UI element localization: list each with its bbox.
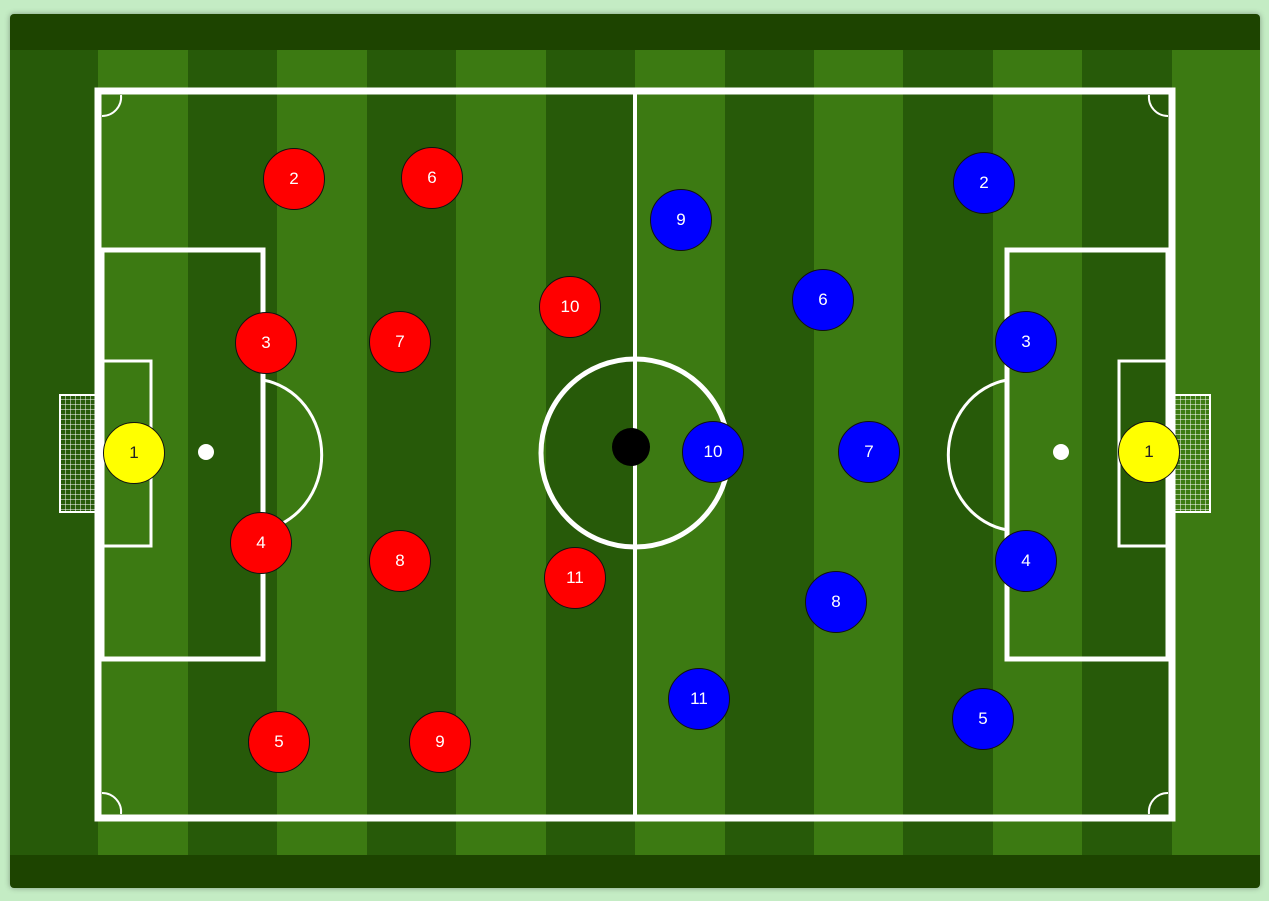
player-number: 5: [274, 732, 284, 751]
home-player-3[interactable]: 3: [235, 312, 297, 374]
corner-arc-top-left: [101, 94, 123, 118]
player-number: 5: [978, 709, 988, 728]
away-player-2[interactable]: 2: [953, 152, 1015, 214]
away-player-10[interactable]: 10: [682, 421, 744, 483]
home-player-4[interactable]: 4: [230, 512, 292, 574]
left-penalty-spot: [198, 444, 214, 460]
right-penalty-spot: [1053, 444, 1069, 460]
away-player-9[interactable]: 9: [650, 189, 712, 251]
player-number: 3: [261, 333, 271, 352]
away-player-1[interactable]: 1: [1118, 421, 1180, 483]
tactics-board: 1 2 3 4 5 6 7 8 9 10 11 1 2 3 4 5 6 7 8 …: [10, 14, 1260, 888]
away-player-4[interactable]: 4: [995, 530, 1057, 592]
home-player-11[interactable]: 11: [544, 547, 606, 609]
player-number: 4: [256, 533, 266, 552]
player-number: 6: [818, 290, 828, 309]
corner-arc-bottom-right: [1147, 791, 1169, 815]
player-number: 9: [435, 732, 445, 751]
player-number: 6: [427, 168, 437, 187]
away-player-5[interactable]: 5: [952, 688, 1014, 750]
ball[interactable]: [612, 428, 650, 466]
player-number: 11: [690, 689, 708, 708]
home-player-1[interactable]: 1: [103, 422, 165, 484]
grass-stripe: [456, 50, 546, 855]
player-number: 1: [1144, 442, 1154, 461]
player-number: 7: [864, 442, 874, 461]
left-goal-net: [59, 394, 99, 513]
home-player-8[interactable]: 8: [369, 530, 431, 592]
player-number: 3: [1021, 332, 1031, 351]
right-penalty-arc: [946, 378, 1008, 532]
away-player-6[interactable]: 6: [792, 269, 854, 331]
home-player-10[interactable]: 10: [539, 276, 601, 338]
away-player-11[interactable]: 11: [668, 668, 730, 730]
away-player-7[interactable]: 7: [838, 421, 900, 483]
home-player-6[interactable]: 6: [401, 147, 463, 209]
home-player-7[interactable]: 7: [369, 311, 431, 373]
corner-arc-top-right: [1147, 94, 1169, 118]
player-number: 2: [979, 173, 989, 192]
player-number: 10: [560, 297, 580, 316]
player-number: 2: [289, 169, 299, 188]
player-number: 4: [1021, 551, 1031, 570]
player-number: 11: [566, 568, 584, 587]
home-player-2[interactable]: 2: [263, 148, 325, 210]
home-player-9[interactable]: 9: [409, 711, 471, 773]
home-player-5[interactable]: 5: [248, 711, 310, 773]
player-number: 9: [676, 210, 686, 229]
away-player-8[interactable]: 8: [805, 571, 867, 633]
player-number: 8: [395, 551, 405, 570]
left-penalty-arc: [262, 378, 324, 532]
player-number: 8: [831, 592, 841, 611]
corner-arc-bottom-left: [101, 791, 123, 815]
player-number: 7: [395, 332, 405, 351]
player-number: 1: [129, 443, 139, 462]
player-number: 10: [703, 442, 723, 461]
away-player-3[interactable]: 3: [995, 311, 1057, 373]
